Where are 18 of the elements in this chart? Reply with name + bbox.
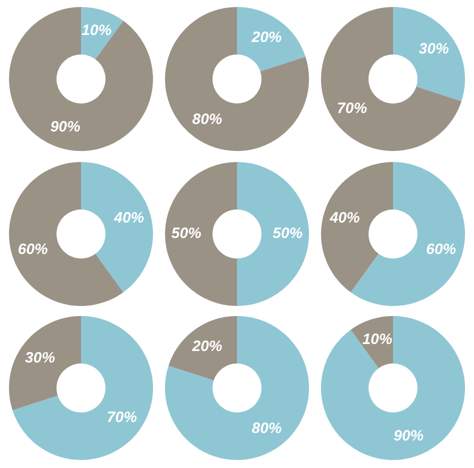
data-label: 60%: [18, 240, 48, 258]
data-label: 30%: [25, 350, 56, 367]
data-label: 70%: [106, 409, 137, 426]
data-label: 80%: [252, 420, 282, 438]
data-label: 80%: [192, 111, 222, 128]
data-label: 90%: [50, 118, 80, 136]
data-label: 40%: [113, 209, 144, 226]
data-label: 30%: [418, 40, 449, 58]
data-label: 50%: [272, 224, 303, 242]
data-label: 40%: [328, 209, 360, 226]
data-label: 20%: [250, 29, 282, 46]
data-label: 90%: [394, 428, 424, 445]
data-label: 10%: [362, 331, 392, 348]
data-label: 70%: [337, 100, 368, 117]
data-label: 60%: [426, 240, 456, 258]
data-label: 20%: [191, 338, 222, 356]
data-label: 50%: [171, 224, 202, 242]
data-label: 10%: [82, 22, 112, 39]
